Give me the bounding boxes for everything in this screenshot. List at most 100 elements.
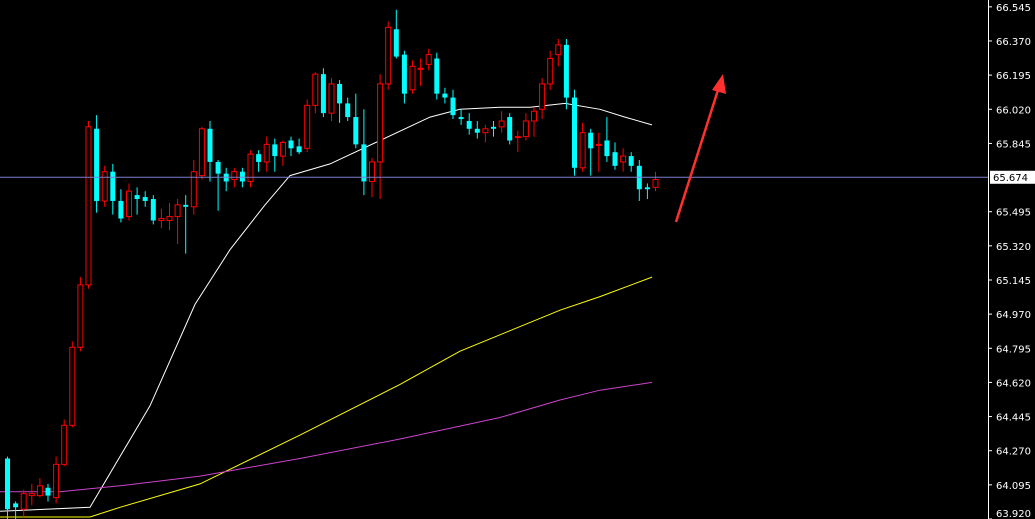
price-tick-label: 65.320 xyxy=(996,242,1031,253)
price-tick-label: 66.545 xyxy=(996,3,1031,14)
candle-body xyxy=(620,155,627,163)
candle-body xyxy=(572,97,577,168)
candle-body xyxy=(393,29,399,57)
price-tick-label: 65.145 xyxy=(996,276,1031,287)
last-price-tag-box xyxy=(990,170,1035,184)
candle-body xyxy=(215,161,221,174)
price-tick-label: 64.795 xyxy=(996,344,1031,355)
candle-body xyxy=(45,487,51,496)
candle-body xyxy=(231,171,238,181)
candle-body xyxy=(142,197,148,201)
candle-body xyxy=(458,117,464,120)
price-tick-label: 66.370 xyxy=(996,37,1031,48)
candle-body xyxy=(239,171,245,182)
candle-body xyxy=(466,120,472,129)
candle-body xyxy=(28,493,35,497)
last-price-tag: 65.674 xyxy=(990,170,1035,184)
candle-body xyxy=(94,128,100,201)
candle-body xyxy=(61,424,68,465)
candle-body xyxy=(77,284,84,348)
candle-body xyxy=(134,195,140,200)
candle-body xyxy=(498,120,505,128)
candle-body xyxy=(579,132,586,169)
candle-body xyxy=(150,199,156,221)
candle-body xyxy=(279,141,286,157)
moving-average-line xyxy=(0,381,653,493)
price-tick-label: 66.195 xyxy=(996,71,1031,82)
annotation-arrow-head xyxy=(712,74,726,94)
price-tick-label: 65.845 xyxy=(996,139,1031,150)
candle-body xyxy=(263,143,270,163)
candle-body xyxy=(442,93,448,98)
candle-body xyxy=(612,152,618,166)
candle-body xyxy=(514,136,521,139)
price-tick-label: 64.970 xyxy=(996,310,1031,321)
candle-body xyxy=(337,83,343,104)
candle-body xyxy=(166,216,173,221)
candle-body xyxy=(417,67,424,70)
candle-body xyxy=(369,161,375,182)
candle-body xyxy=(198,128,205,177)
candle-body xyxy=(361,144,367,182)
candle-body xyxy=(588,132,594,149)
candle-body xyxy=(13,503,19,508)
price-tick-label: 64.445 xyxy=(996,413,1031,424)
candle-body xyxy=(491,126,496,129)
candle-body xyxy=(158,218,165,221)
candle-body xyxy=(110,171,116,201)
price-tick-label: 64.620 xyxy=(996,378,1031,389)
candle-body xyxy=(101,171,108,202)
candle-body xyxy=(320,74,326,114)
candle-body xyxy=(345,103,351,118)
candle-body xyxy=(304,104,311,149)
candle-body xyxy=(474,128,480,133)
candle-body xyxy=(53,463,60,499)
candle-body xyxy=(377,83,384,163)
candle-body xyxy=(328,83,335,114)
candle-body xyxy=(507,117,513,141)
candle-body xyxy=(450,97,456,116)
candle-body xyxy=(604,140,610,157)
annotation-arrow-shaft xyxy=(674,89,720,223)
price-axis-ticks: 66.545 66.370 66.195 66.020 65.845 65.495 65.3… xyxy=(988,3,1031,519)
candle-body xyxy=(409,65,416,91)
candle-body xyxy=(296,146,302,153)
candle-body xyxy=(425,54,432,65)
candle-body xyxy=(272,144,278,157)
candle-body xyxy=(652,179,659,188)
price-tick-label: 63.920 xyxy=(996,509,1031,519)
candle-body xyxy=(288,140,294,149)
price-tick-label: 64.270 xyxy=(996,447,1031,458)
candle-body xyxy=(118,200,124,219)
annotation-up-arrow xyxy=(674,74,726,223)
candle-body xyxy=(434,58,440,94)
candle-body xyxy=(183,204,189,207)
candle-body xyxy=(312,73,319,106)
candle-body xyxy=(547,58,554,85)
candle-body xyxy=(207,128,213,162)
price-tick-label: 66.020 xyxy=(996,105,1031,116)
candle-body xyxy=(482,128,489,134)
candle-body xyxy=(69,346,76,426)
candle-body xyxy=(644,187,650,190)
candle-body xyxy=(85,126,92,286)
candle-body xyxy=(20,493,27,510)
candle-body xyxy=(563,44,569,98)
candle-body xyxy=(555,44,562,56)
candle-body xyxy=(36,485,43,497)
candle-body xyxy=(385,26,392,85)
price-tick-label: 64.095 xyxy=(996,481,1031,492)
candle-body xyxy=(174,204,181,218)
candle-body xyxy=(247,153,254,182)
candle-body xyxy=(256,154,262,162)
candle-body xyxy=(539,83,546,110)
candle-body xyxy=(126,190,132,218)
candle-body xyxy=(5,458,10,510)
candle-body xyxy=(522,120,529,138)
candle-body xyxy=(531,110,537,122)
candle-body xyxy=(595,143,602,146)
candle-body xyxy=(401,54,407,94)
candle-body xyxy=(190,171,197,208)
